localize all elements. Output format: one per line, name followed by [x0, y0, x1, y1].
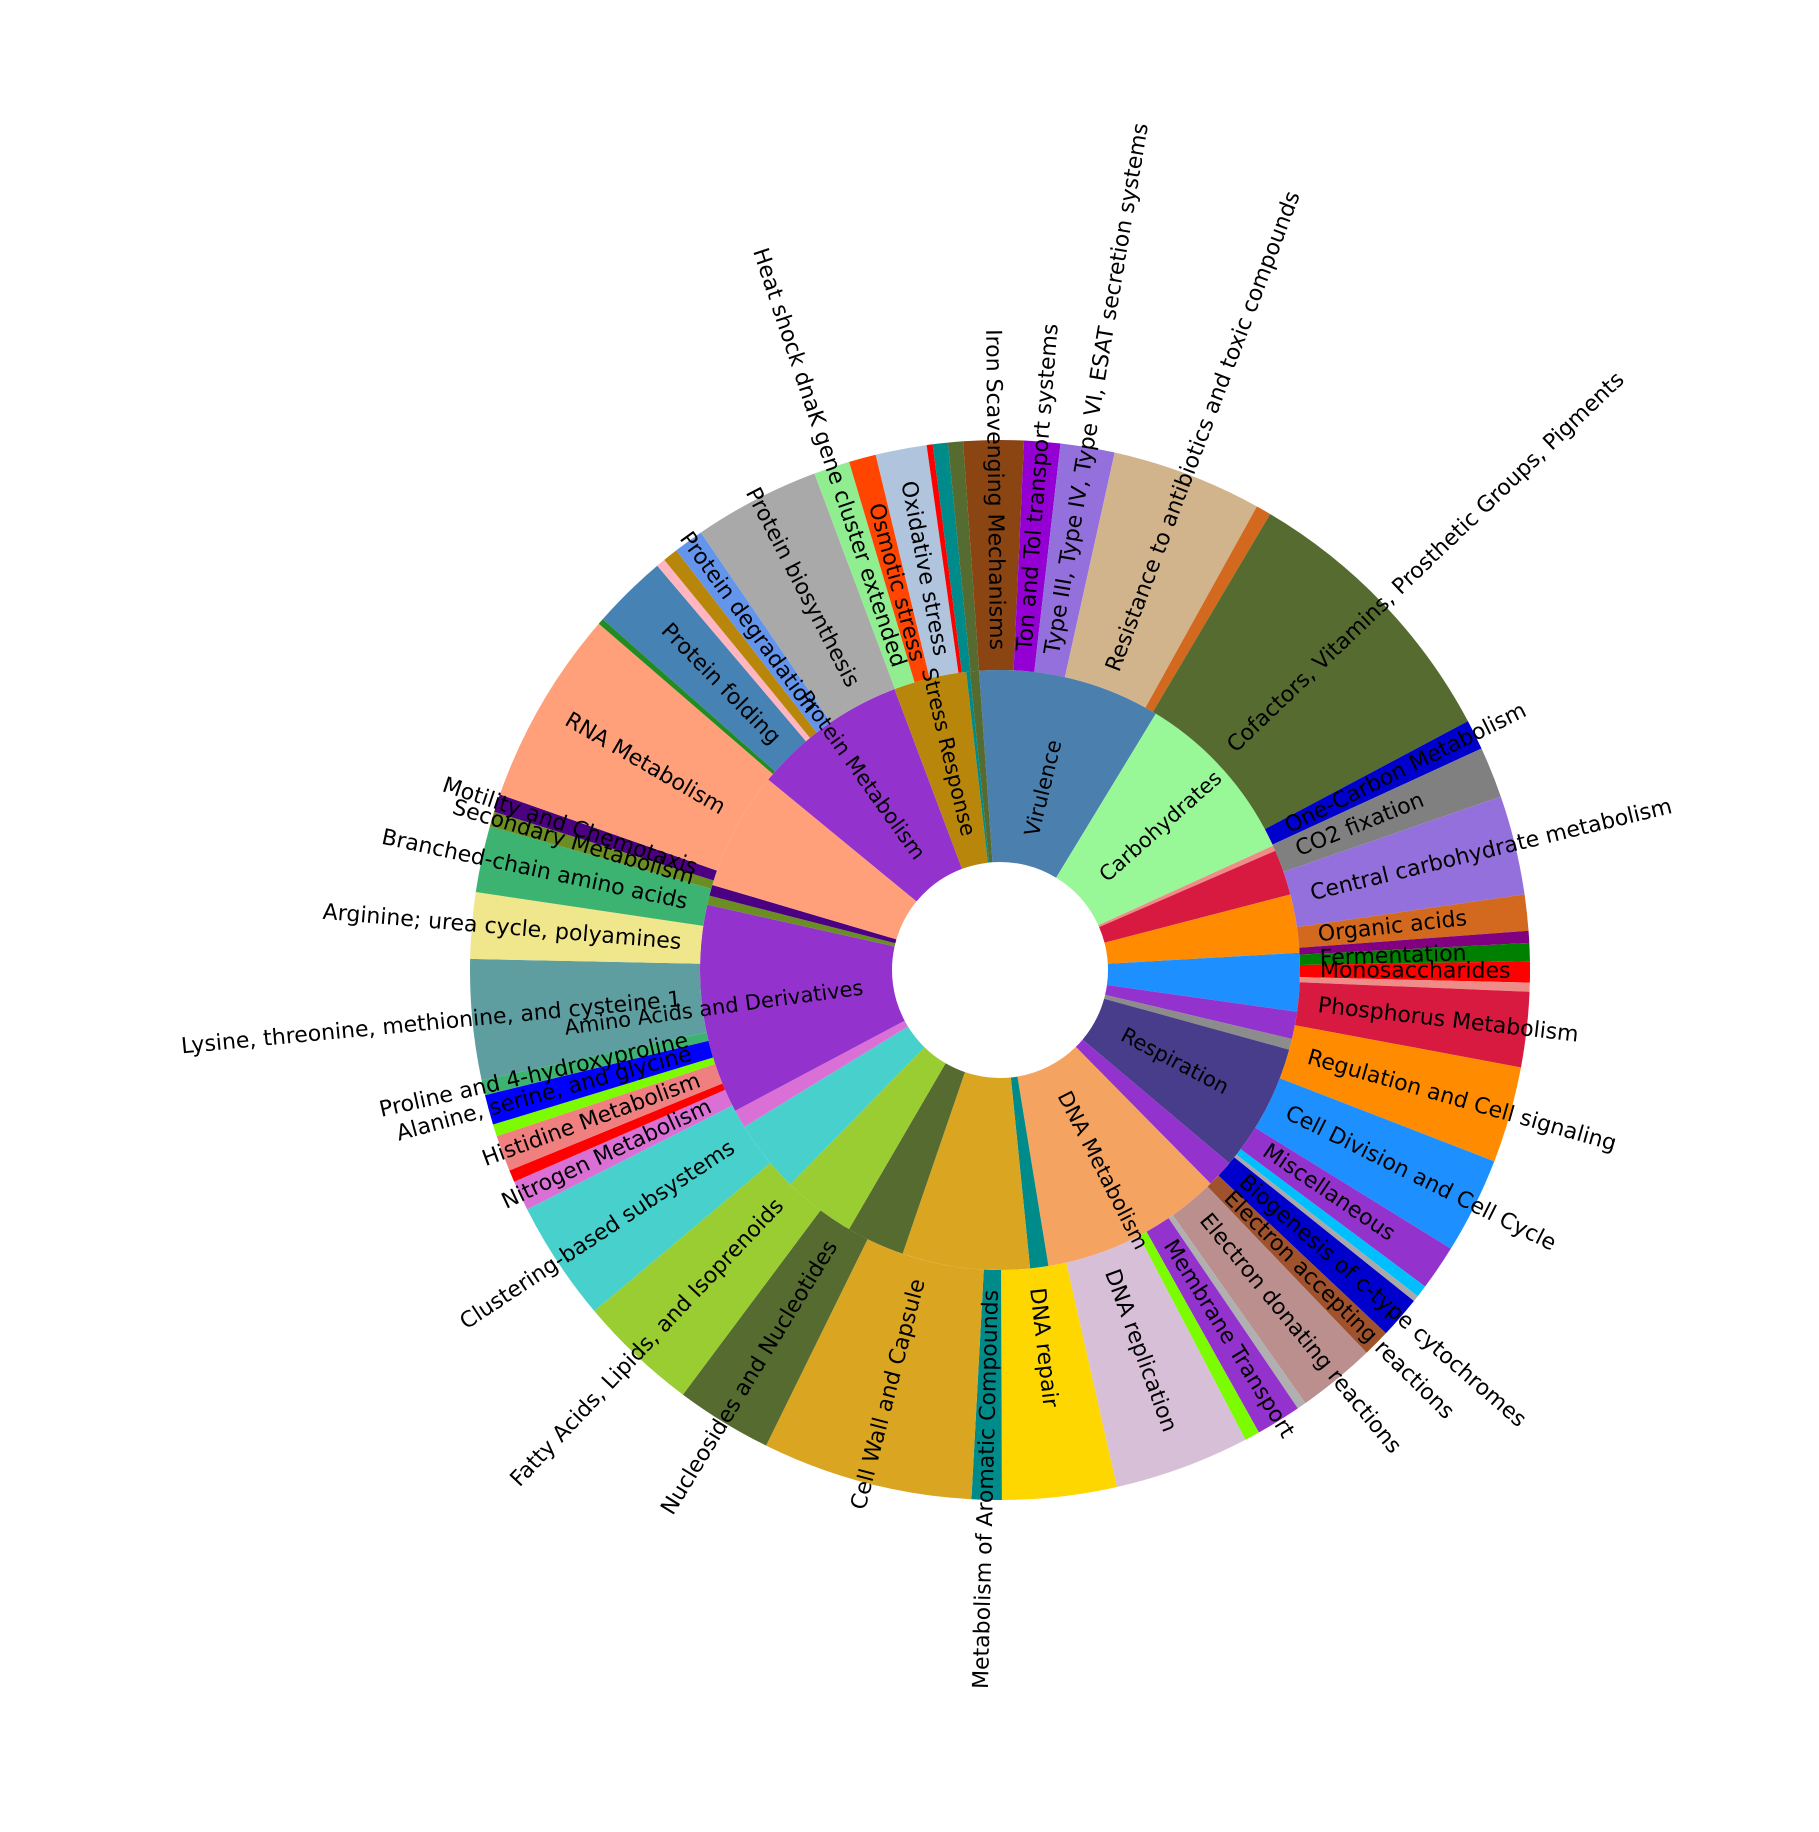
- inner-wedge-unlabeled-24: [969, 670, 993, 863]
- outer-wedge-one-carbon-metabolism-6: [1264, 721, 1482, 845]
- outer-wedge-cofactors-vitamins-prosthetic-groups-pigments-5: [1152, 514, 1468, 830]
- outer-wedge-unlabeled-19: [1234, 1154, 1418, 1302]
- inner-ring: [700, 669, 1300, 1270]
- outer-wedge-unlabeled-56: [947, 441, 980, 672]
- inner-wedge-unlabeled-14: [790, 1047, 946, 1230]
- outer-wedge-rna-metabolism-44: [499, 623, 773, 871]
- inner-wedge-carbohydrates-1: [1056, 713, 1274, 926]
- outer-wedge-phosphorus-metabolism-14: [1294, 982, 1530, 1068]
- inner-wedge-unlabeled-4: [1104, 894, 1300, 964]
- outer-wedge-iron-scavenging-mechanisms-0: [963, 440, 1025, 671]
- inner-wedge-protein-metabolism-21: [768, 689, 963, 902]
- outer-wedge-ton-and-tol-transport-systems-1: [1013, 440, 1061, 672]
- inner-wedge-unlabeled-9: [1075, 1039, 1230, 1184]
- outer-wedge-oxidative-stress-53: [875, 445, 959, 679]
- outer-wedge-unlabeled-18: [1236, 1149, 1426, 1297]
- outer-wedge-central-carbohydrate-metabolism-8: [1283, 796, 1525, 928]
- inner-wedge-unlabeled-12: [902, 1072, 1031, 1270]
- outer-wedge-unlabeled-23: [1168, 1215, 1306, 1409]
- outer-wedge-proline-and-4-hydroxyproline-38: [481, 1032, 709, 1096]
- outer-wedge-heat-shock-dnak-gene-cluster-extended-51: [814, 461, 915, 689]
- outer-label-monosaccharides-12: Monosaccharides: [1320, 958, 1511, 984]
- outer-wedge-nucleosides-and-nucleotides-30: [682, 1210, 868, 1446]
- outer-wedge-membrane-transport-24: [1146, 1218, 1298, 1433]
- inner-wedge-unlabeled-16: [735, 1020, 908, 1127]
- outer-wedge-motility-and-chemotaxis-43: [494, 794, 717, 881]
- outer-wedge-protein-folding-46: [602, 565, 806, 772]
- inner-wedge-respiration-8: [1082, 998, 1290, 1164]
- outer-wedge-arginine-urea-cycle-polyamines-40: [470, 892, 704, 964]
- outer-wedge-protein-degradation-49: [676, 532, 831, 733]
- inner-wedge-unlabeled-6: [1105, 985, 1298, 1039]
- outer-wedge-organic-acids-9: [1296, 894, 1529, 948]
- outer-wedge-unlabeled-34: [509, 1083, 725, 1182]
- outer-wedge-osmotic-stress-52: [849, 454, 930, 683]
- outer-wedge-unlabeled-54: [926, 444, 962, 673]
- outer-wedge-metabolism-of-aromatic-compounds-28: [971, 1269, 1002, 1500]
- outer-wedge-dna-repair-27: [1001, 1262, 1117, 1500]
- outer-wedge-miscellaneous-17: [1240, 1127, 1451, 1287]
- outer-wedge-type-iii-type-iv-type-vi-esat-secretion-systems-2: [1034, 443, 1115, 678]
- outer-wedge-alanine-serine-and-glycine-37: [484, 1040, 714, 1125]
- outer-wedge-electron-accepting-reactions-21: [1207, 1175, 1386, 1353]
- outer-wedge-fermentation-11: [1299, 942, 1530, 966]
- outer-wedge-electron-donating-reactions-22: [1172, 1186, 1367, 1404]
- outer-wedge-co2-fixation-7: [1272, 748, 1501, 872]
- outer-wedge-unlabeled-55: [932, 442, 971, 673]
- outer-wedge-clustering-based-subsystems-32: [527, 1105, 771, 1312]
- outer-wedge-nitrogen-metabolism-33: [514, 1089, 733, 1210]
- outer-wedge-unlabeled-25: [1138, 1231, 1259, 1440]
- outer-wedge-unlabeled-48: [664, 550, 817, 738]
- outer-wedge-unlabeled-45: [598, 619, 776, 774]
- inner-wedge-unlabeled-19: [709, 884, 897, 944]
- inner-wedge-amino-acids-and-derivatives-17: [700, 904, 905, 1111]
- outer-wedge-protein-biosynthesis-50: [700, 473, 895, 723]
- inner-wedge-unlabeled-18: [707, 895, 896, 947]
- inner-wedge-unlabeled-15: [744, 1026, 925, 1185]
- outer-wedge-unlabeled-47: [657, 559, 810, 742]
- outer-label-fermentation-11: Fermentation: [1319, 941, 1467, 971]
- outer-wedge-cell-division-and-cell-cycle-16: [1255, 1078, 1495, 1249]
- inner-wedge-unlabeled-13: [848, 1063, 965, 1254]
- inner-wedge-unlabeled-2: [1098, 845, 1276, 928]
- inner-wedge-stress-response-22: [894, 671, 988, 869]
- outer-wedge-branched-chain-amino-acids-41: [475, 826, 712, 926]
- outer-wedge-regulation-and-cell-signaling-15: [1279, 1025, 1521, 1162]
- outer-label-iron-scavenging-mechanisms-0: Iron Scavenging Mechanisms: [980, 329, 1009, 650]
- inner-wedge-unlabeled-11: [1010, 1076, 1049, 1269]
- inner-wedge-unlabeled-23: [966, 671, 990, 863]
- inner-wedge-unlabeled-5: [1106, 952, 1300, 1012]
- outer-wedge-biogenesis-of-c-type-cytochromes-20: [1218, 1157, 1414, 1334]
- inner-wedge-unlabeled-3: [1099, 850, 1291, 943]
- outer-ring: [470, 440, 1530, 1500]
- inner-wedge-unlabeled-7: [1104, 994, 1292, 1050]
- outer-wedge-resistance-to-antibiotics-and-toxic-compounds-3: [1064, 452, 1257, 708]
- outer-wedge-monosaccharides-12: [1299, 961, 1530, 983]
- outer-wedge-histidine-metabolism-35: [496, 1064, 723, 1171]
- outer-wedge-fatty-acids-lipids-and-isoprenoids-31: [594, 1163, 821, 1395]
- inner-wedge-virulence-0: [979, 669, 1156, 878]
- outer-wedge-unlabeled-13: [1299, 977, 1530, 992]
- outer-wedge-unlabeled-36: [493, 1057, 716, 1137]
- outer-wedge-secondary-metabolism-42: [489, 811, 714, 889]
- outer-wedge-dna-replication-26: [1066, 1235, 1246, 1487]
- inner-wedge-unlabeled-20: [712, 779, 917, 940]
- outer-wedge-cell-wall-and-capsule-29: [766, 1239, 984, 1500]
- outer-wedge-unlabeled-10: [1299, 930, 1530, 955]
- inner-wedge-dna-metabolism-10: [1017, 1046, 1211, 1267]
- outer-wedge-lysine-threonine-methionine-and-cysteine-1-39: [470, 958, 707, 1081]
- outer-wedge-unlabeled-4: [1145, 506, 1271, 712]
